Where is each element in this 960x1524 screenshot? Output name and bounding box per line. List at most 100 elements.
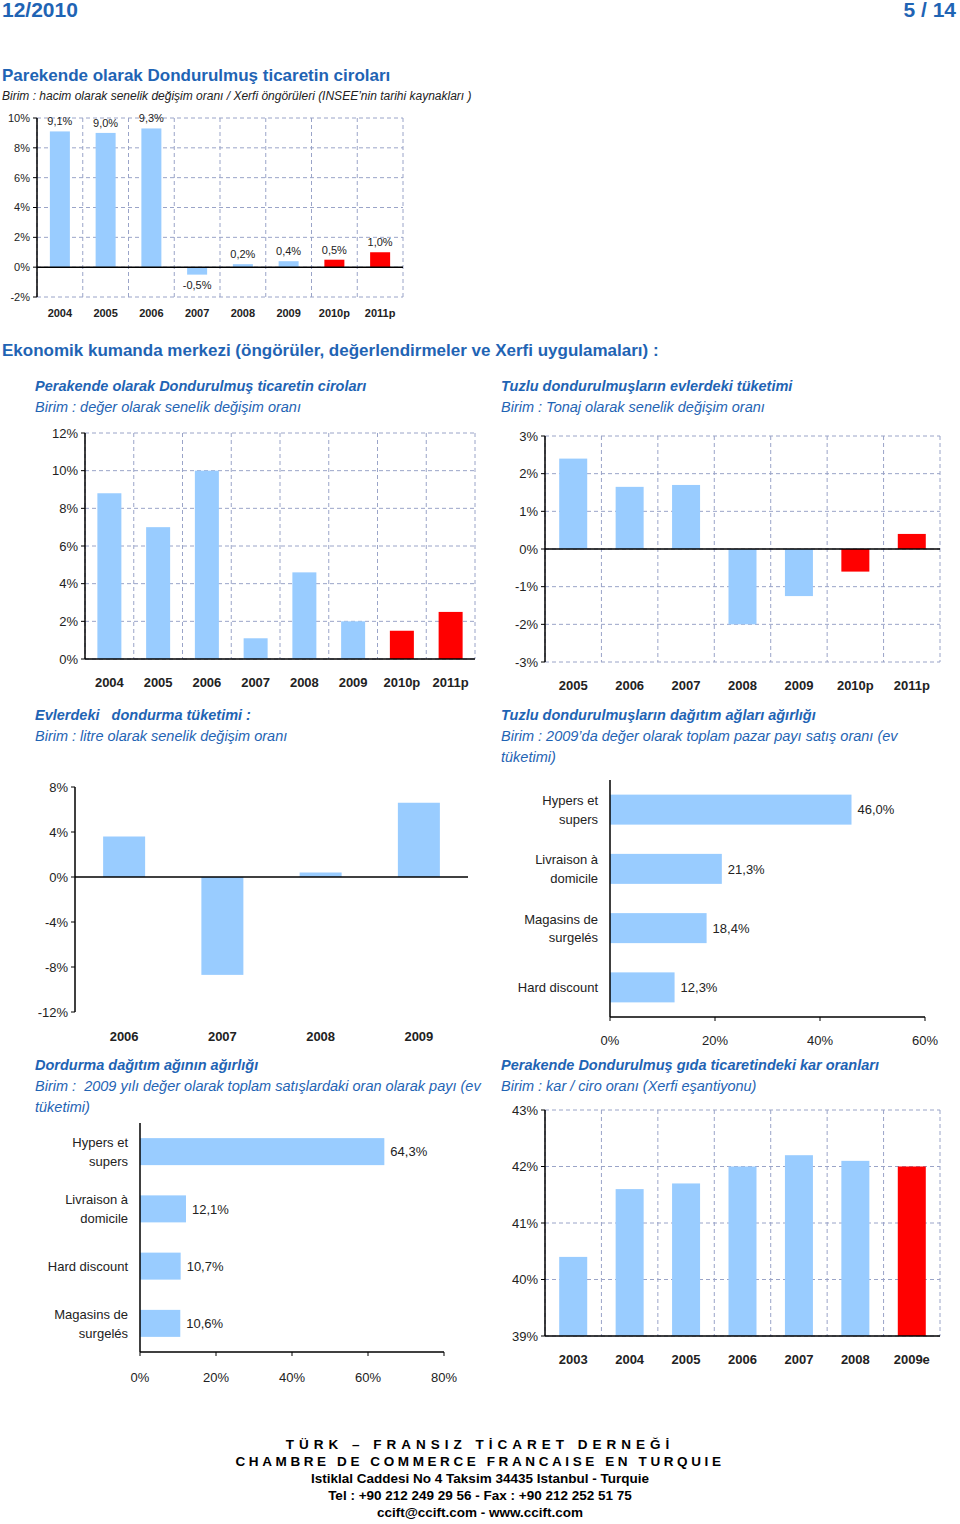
chart-title: Evlerdeki dondurma tüketimi : [35, 705, 475, 726]
bar [97, 493, 121, 659]
bars [610, 795, 852, 1003]
chart: 39%40%41%42%43%2003200420052006200720082… [512, 1103, 940, 1367]
bar [141, 128, 161, 267]
tick-label: 3% [519, 429, 538, 444]
data-label: 21,3% [728, 862, 765, 877]
bar [103, 837, 145, 878]
grid-line-vertical [657, 1110, 658, 1336]
category-label: Magasins desurgelés [54, 1307, 128, 1341]
data-label: 9,3% [139, 112, 164, 124]
bar [898, 1167, 926, 1337]
chart-heading: Perakende olarak Dondurulmuş ticaretin c… [35, 376, 475, 418]
chart-title: Dordurma dağıtım ağının ağırlığı [35, 1055, 485, 1076]
chart-subtitle: Birim : hacim olarak senelik değişim ora… [2, 88, 902, 104]
bar [785, 1155, 813, 1336]
chart: 0%2%4%6%8%10%12%200420052006200720082009… [52, 426, 475, 690]
bar [841, 549, 869, 572]
data-label: 9,1% [47, 115, 72, 127]
data-label: 0,5% [322, 244, 347, 256]
category-label-line: Hypers et [542, 793, 598, 808]
grid-line [545, 511, 940, 512]
category-label: 2011p [433, 675, 469, 690]
bar [140, 1253, 181, 1280]
bar [616, 487, 644, 549]
category-label: 2006 [110, 1029, 139, 1044]
grid-line-vertical [280, 433, 281, 659]
chart-subtitle: Birim : litre olarak senelik değişim ora… [35, 726, 475, 747]
bar [279, 261, 299, 267]
tick-label: 1% [519, 504, 538, 519]
tick-label: 0% [519, 542, 538, 557]
category-label: 2009e [894, 1352, 930, 1367]
tick-label: 0% [131, 1370, 150, 1385]
category-label: 2005 [93, 307, 117, 319]
y-axis [36, 118, 38, 297]
category-label-line: Hard discount [518, 980, 599, 995]
tick-label: -12% [38, 1005, 69, 1020]
chart-heading: Dordurma dağıtım ağının ağırlığıBirim : … [35, 1055, 485, 1118]
chart-subtitle: Birim : kar / ciro oranı (Xerfi eşantiyo… [501, 1076, 941, 1097]
footer: TÜRK – FRANSIZ TİCARET DERNEĞİCHAMBRE DE… [0, 1436, 960, 1521]
tick-label: 8% [14, 142, 30, 154]
category-label-line: Livraison à [65, 1192, 129, 1207]
category-label-line: domicile [550, 871, 598, 886]
category-label-line: surgelés [549, 930, 599, 945]
category-label: 2008 [231, 307, 255, 319]
category-label: 2010p [319, 307, 350, 319]
grid-line [545, 1110, 940, 1111]
bar [96, 133, 116, 267]
category-label: 2009 [339, 675, 368, 690]
footer-line: Istiklal Caddesi No 4 Taksim 34435 Istan… [0, 1470, 960, 1487]
grid-line-vertical [37, 118, 38, 297]
grid-line-vertical [403, 118, 404, 297]
category-label: Livraison à domicile [65, 1192, 129, 1226]
grid-line-vertical [475, 433, 476, 659]
bars [140, 1138, 384, 1337]
tick-label: 2% [59, 614, 78, 629]
tick-label: 20% [702, 1033, 728, 1048]
grid-line-vertical [827, 1110, 828, 1336]
bars [559, 1155, 926, 1336]
y-axis [609, 780, 611, 1017]
bar [195, 471, 219, 659]
category-label-line: domicile [80, 1211, 128, 1226]
grid-line-vertical [357, 118, 358, 297]
grid-line [85, 621, 475, 622]
y-axis [74, 787, 76, 1012]
category-label: Hard discount [518, 980, 599, 995]
category-label: 2011p [365, 307, 396, 319]
chart-heading: Parekende olarak Dondurulmuş ticaretin c… [2, 64, 902, 104]
tick-label: 20% [203, 1370, 229, 1385]
grid-line-vertical [311, 118, 312, 297]
tick-label: 2% [519, 466, 538, 481]
category-label: 2007 [784, 1352, 813, 1367]
grid-line-vertical [883, 1110, 884, 1336]
chart: 0%20%40%60%46,0%21,3%18,4%12,3%Hypers et… [518, 780, 939, 1048]
bar [187, 267, 207, 274]
bar [610, 972, 675, 1002]
grid-line-vertical [174, 118, 175, 297]
grid-line [545, 1336, 940, 1337]
tick-label: 42% [512, 1159, 538, 1174]
tick-label: 4% [14, 201, 30, 213]
grid-line-vertical [85, 433, 86, 659]
category-label: 2009 [404, 1029, 433, 1044]
bar [439, 612, 463, 659]
grid-line-vertical [231, 433, 232, 659]
data-label: 12,1% [192, 1202, 229, 1217]
bar [610, 795, 852, 825]
bar [559, 1257, 587, 1336]
bar [398, 803, 440, 877]
data-label: 9,0% [93, 117, 118, 129]
bar [729, 549, 757, 624]
grid-line [85, 659, 475, 660]
tick-label: 60% [355, 1370, 381, 1385]
tick-label: 40% [279, 1370, 305, 1385]
tick-label: 4% [49, 825, 68, 840]
baseline [37, 266, 403, 268]
category-label: 2006 [139, 307, 163, 319]
grid-line [545, 436, 940, 437]
baseline [85, 658, 475, 660]
bar [616, 1189, 644, 1336]
page-number: 5 / 14 [903, 0, 956, 22]
